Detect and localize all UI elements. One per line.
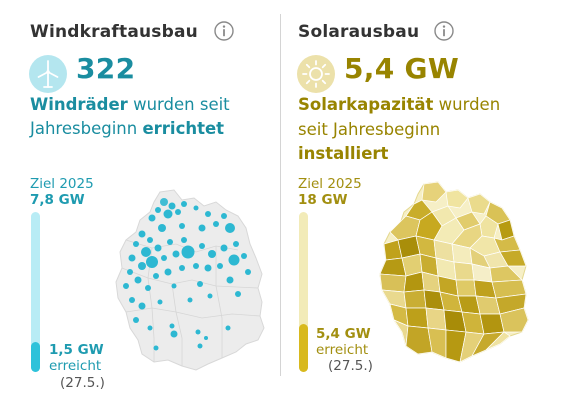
solar-panel: Solarausbau 5,4 GW Solarkapazität wurden…	[282, 0, 561, 410]
wind-progress-fill	[31, 342, 40, 372]
wind-desc-strong-2: errichtet	[142, 119, 225, 138]
wind-title: Windkraftausbau	[30, 22, 198, 42]
wind-description: Windräder wurden seit Jahresbeginn erric…	[30, 93, 230, 141]
wind-panel: Windkraftausbau 322 Windräder wurden sei…	[29, 21, 265, 391]
solar-hero-value: 5,4 GW	[344, 52, 460, 85]
wind-reached-value: 1,5 GW	[49, 342, 104, 358]
solar-desc-strong-2: installiert	[298, 144, 389, 163]
solar-description: Solarkapazität wurden seit Jahresbeginn …	[298, 93, 500, 167]
wind-desc-text-2: Jahresbeginn	[30, 119, 143, 138]
wind-progress-track	[31, 212, 40, 372]
wind-turbine-icon	[29, 55, 67, 93]
wind-reached-label: erreicht	[49, 358, 102, 374]
wind-hero-value: 322	[76, 52, 136, 85]
panel-divider	[280, 14, 281, 376]
wind-germany-map	[115, 189, 265, 371]
solar-reached-value: 5,4 GW	[316, 326, 371, 342]
wind-desc-text-1: wurden seit	[127, 95, 230, 114]
wind-reached-date: (27.5.)	[60, 375, 105, 391]
solar-progress-fill	[299, 324, 308, 372]
solar-desc-text-1: wurden	[433, 95, 501, 114]
solar-goal-value: 18 GW	[298, 192, 348, 208]
solar-goal-label: Ziel 2025	[298, 176, 362, 192]
wind-goal-value: 7,8 GW	[30, 192, 85, 208]
wind-desc-strong-1: Windräder	[30, 95, 128, 114]
solar-reached-date: (27.5.)	[328, 358, 373, 374]
solar-progress-track	[299, 212, 308, 372]
solar-reached-label: erreicht	[316, 342, 369, 358]
solar-desc-text-2: seit Jahresbeginn	[298, 119, 441, 139]
solar-desc-strong-1: Solarkapazität	[298, 95, 434, 114]
sun-icon	[297, 55, 335, 93]
solar-title: Solarausbau	[298, 22, 420, 42]
solar-germany-map	[379, 181, 529, 363]
info-icon[interactable]	[214, 21, 234, 41]
info-icon[interactable]	[434, 21, 454, 41]
wind-goal-label: Ziel 2025	[30, 176, 94, 192]
